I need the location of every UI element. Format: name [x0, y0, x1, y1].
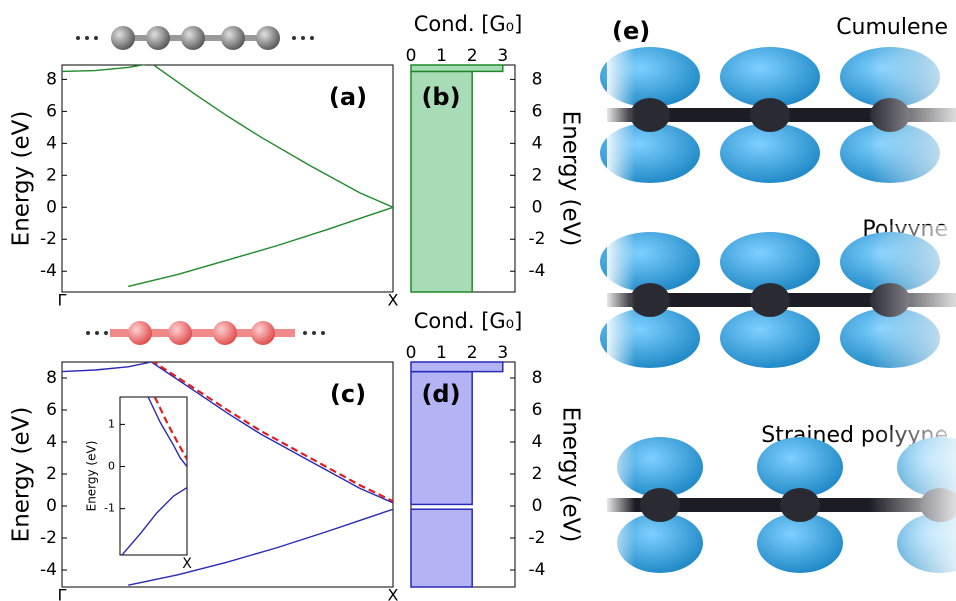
- y-tick-label: 0: [532, 496, 543, 516]
- x-tick-label: 3: [497, 343, 508, 363]
- y-tick-label: 8: [532, 69, 543, 89]
- y-tick-label: 6: [46, 400, 57, 420]
- conductance-bar: [411, 65, 503, 71]
- x-tick-label: 0: [406, 46, 417, 66]
- y-tick-label: -2: [40, 528, 57, 548]
- panel-label: (c): [330, 380, 366, 408]
- x-tick-label: X: [182, 556, 192, 572]
- y-tick-label: 4: [46, 133, 57, 153]
- x-axis-label: Cond. [G₀]: [414, 309, 523, 333]
- conductance-bar: [411, 362, 503, 372]
- y-tick-label: -4: [40, 560, 57, 580]
- orbital-panel: (e) Cumulene Polyyne Strained polyyne: [600, 15, 956, 580]
- y-tick-label: 2: [46, 165, 57, 185]
- panel-label: (a): [329, 83, 367, 111]
- conductance-bar: [411, 509, 472, 587]
- x-tick-label: 0: [406, 343, 417, 363]
- x-tick-label: X: [388, 586, 399, 601]
- y-tick-label: -4: [529, 261, 546, 281]
- band-line: [128, 509, 393, 585]
- y-tick-label: 2: [46, 464, 57, 484]
- band-line: [62, 362, 151, 372]
- y-tick-label: 0: [108, 460, 115, 473]
- y-tick-label: 2: [532, 165, 543, 185]
- y-tick-label: 8: [46, 368, 57, 388]
- y-tick-label: -1: [104, 502, 115, 515]
- x-tick-label: 2: [467, 343, 478, 363]
- fade: [607, 430, 956, 580]
- y-tick-label: 8: [532, 368, 543, 388]
- x-tick-label: Γ: [58, 586, 67, 601]
- molecule-top: [76, 26, 314, 50]
- y-tick-label: 4: [532, 133, 543, 153]
- x-tick-label: Γ: [58, 291, 67, 310]
- x-tick-label: X: [388, 291, 399, 310]
- x-tick-label: 2: [467, 46, 478, 66]
- y-tick-label: 6: [532, 101, 543, 121]
- y-tick-label: 4: [46, 432, 57, 452]
- band-line: [148, 397, 187, 467]
- y-axis-label: Energy (eV): [558, 407, 584, 543]
- y-tick-label: 1: [108, 417, 115, 430]
- band-line: [155, 397, 187, 459]
- y-tick-label: 6: [532, 400, 543, 420]
- plot-frame: [120, 397, 187, 555]
- band-line: [122, 488, 187, 555]
- y-tick-label: 2: [532, 464, 543, 484]
- y-axis-label: Energy (eV): [9, 111, 35, 247]
- fade: [607, 225, 956, 375]
- y-tick-label: -4: [40, 261, 57, 281]
- panel-label: (b): [421, 83, 460, 111]
- x-tick-label: 1: [436, 343, 447, 363]
- y-axis-label: Energy (eV): [558, 111, 584, 247]
- y-tick-label: 0: [46, 496, 57, 516]
- y-tick-label: -2: [40, 229, 57, 249]
- panel-label: (d): [421, 380, 460, 408]
- y-axis-label: Energy (eV): [85, 441, 99, 512]
- y-tick-label: -2: [529, 229, 546, 249]
- x-tick-label: 1: [436, 46, 447, 66]
- caption: Cumulene: [836, 15, 948, 40]
- x-tick-label: 3: [497, 46, 508, 66]
- y-tick-label: 0: [532, 197, 543, 217]
- x-axis-label: Cond. [G₀]: [414, 12, 523, 36]
- y-axis-label: Energy (eV): [9, 407, 35, 543]
- figure: (e) Cumulene Polyyne Strained polyyne -4…: [0, 0, 956, 601]
- fade: [607, 40, 956, 190]
- y-tick-label: 4: [532, 432, 543, 452]
- molecule-bottom: [86, 321, 325, 345]
- band-line: [128, 207, 393, 286]
- y-tick-label: -4: [529, 560, 546, 580]
- y-tick-label: 0: [46, 197, 57, 217]
- y-tick-label: 6: [46, 101, 57, 121]
- y-tick-label: 8: [46, 69, 57, 89]
- y-tick-label: -2: [529, 528, 546, 548]
